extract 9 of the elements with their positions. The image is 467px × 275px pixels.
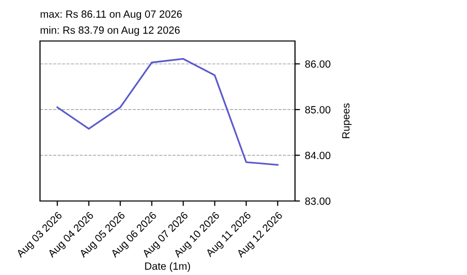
text: max: Rs 86.11 on Aug 07 2026 [40,10,182,20]
y-tick-label: 83.00 [305,198,330,205]
y-tick-label: 86.00 [305,60,330,68]
y-tick-label: 85.00 [305,106,330,114]
text: min: Rs 83.79 on Aug 12 2026 [40,26,180,36]
y-tick-label: 84.00 [305,152,330,160]
x-axis-title: Date (1m) [145,262,190,272]
line-series [56,58,279,166]
y-axis-title: Rupees [342,103,352,138]
